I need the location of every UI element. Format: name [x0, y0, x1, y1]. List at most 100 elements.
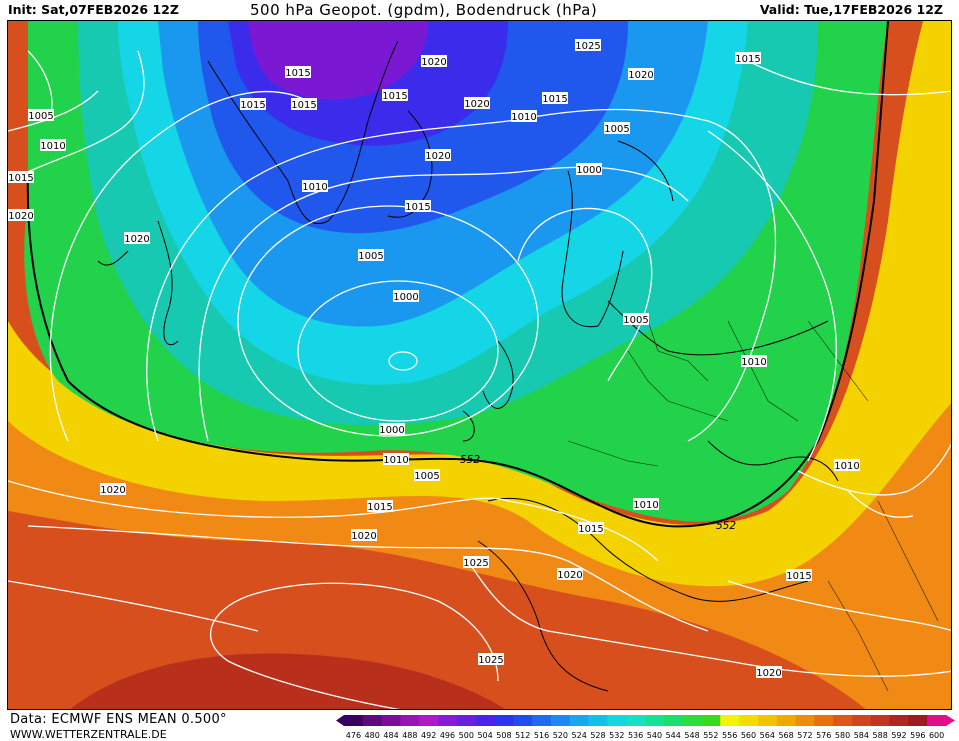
colorbar-tick-label: 560	[741, 731, 756, 740]
pressure-label: 1020	[628, 70, 653, 81]
contour-552-label-2: 552	[716, 520, 736, 532]
colorbar-tick-label: 540	[647, 731, 662, 740]
field-yellow	[8, 21, 951, 587]
colorbar-swatch	[550, 715, 571, 726]
colorbar-tick-label: 548	[684, 731, 699, 740]
colorbar-swatch	[776, 715, 796, 726]
pressure-label: 1015	[405, 202, 430, 213]
pressure-label-bg	[511, 110, 537, 122]
colorbar-tick-label: 508	[496, 731, 511, 740]
colorbar-tick-label: 528	[590, 731, 605, 740]
pressure-label-bg	[414, 469, 440, 481]
colorbar-swatch	[588, 715, 608, 726]
colorbar-tick-label: 524	[572, 731, 587, 740]
pressure-label: 1020	[557, 570, 582, 581]
colorbar-tick-label: 520	[553, 731, 568, 740]
pressure-label-bg	[425, 149, 451, 161]
colorbar-swatch	[795, 715, 815, 726]
contour-552	[26, 21, 889, 528]
pressure-label-bg	[464, 97, 490, 109]
colorbar-swatch	[739, 715, 759, 726]
pressure-label: 1000	[379, 425, 404, 436]
pressure-label: 1005	[604, 124, 629, 135]
pressure-label-bg	[40, 139, 66, 151]
pressure-label: 1020	[464, 99, 489, 110]
colorbar-ticks: 476 480 484 488 492 496 500 504 508 512 516 520 524 5…	[346, 731, 944, 740]
colorbar-tick-label: 488	[402, 731, 417, 740]
pressure-label-bg	[8, 209, 34, 221]
pressure-label-bg	[358, 249, 384, 261]
colorbar-swatch	[362, 715, 383, 726]
pressure-label: 1005	[623, 315, 648, 326]
colorbar-tick-label: 480	[365, 731, 380, 740]
map-svg: 552 552	[8, 21, 951, 709]
pressure-label: 1000	[393, 292, 418, 303]
pressure-label-bg	[405, 200, 431, 212]
pressure-label-bg	[367, 500, 393, 512]
pressure-label: 1010	[511, 112, 536, 123]
colorbar-tick-label: 544	[666, 731, 681, 740]
pressure-label-bg	[756, 666, 782, 678]
weather-map: 552 552	[7, 20, 952, 710]
colorbar-tick-label: 588	[873, 731, 888, 740]
pressure-label: 1020	[425, 151, 450, 162]
colorbar-tick-label: 600	[929, 731, 944, 740]
pressure-label-bg	[735, 52, 761, 64]
pressure-label: 1010	[741, 357, 766, 368]
pressure-label: 1020	[421, 57, 446, 68]
pressure-label-bg	[240, 98, 266, 110]
pressure-label: 1020	[351, 531, 376, 542]
init-time: Init: Sat,07FEB2026 12Z	[8, 2, 179, 17]
valid-time: Valid: Tue,17FEB2026 12Z	[759, 2, 943, 17]
pressure-label: 1015	[367, 502, 392, 513]
pressure-label: 1010	[633, 500, 658, 511]
pressure-label-bg	[382, 89, 408, 101]
colorbar-tick-label: 484	[383, 731, 398, 740]
colorbar-tick-label: 492	[421, 731, 436, 740]
pressure-label-bg	[786, 569, 812, 581]
pressure-label-bg	[124, 232, 150, 244]
pressure-label: 1000	[576, 165, 601, 176]
colorbar-left-arrow	[336, 715, 344, 726]
pressure-label: 1025	[463, 558, 488, 569]
colorbar-swatches	[336, 715, 955, 726]
pressure-label: 1020	[756, 668, 781, 679]
colorbar-tick-label: 496	[440, 731, 455, 740]
pressure-label: 1010	[40, 141, 65, 152]
colorbar-swatch	[419, 715, 439, 726]
pressure-label: 1005	[28, 111, 53, 122]
pressure-label: 1015	[382, 91, 407, 102]
pressure-label: 1015	[542, 94, 567, 105]
colorbar-tick-label: 532	[609, 731, 624, 740]
colorbar-tick-label: 564	[760, 731, 775, 740]
pressure-label: 1005	[358, 251, 383, 262]
coastlines	[97, 40, 839, 692]
pressure-label-bg	[421, 55, 447, 67]
pressure-label-bg	[393, 290, 419, 302]
pressure-label-bg	[604, 122, 630, 134]
colorbar-tick-label: 592	[891, 731, 906, 740]
pressure-label-bg	[285, 66, 311, 78]
colorbar-swatch	[569, 715, 590, 726]
colorbar-tick-label: 596	[910, 731, 925, 740]
colorbar-swatch	[870, 715, 891, 726]
pressure-label: 1025	[575, 41, 600, 52]
pressure-label-bg	[379, 423, 405, 435]
pressure-label-bg	[542, 92, 568, 104]
colorbar-swatch	[344, 715, 364, 726]
colorbar-right-arrow	[946, 715, 955, 726]
colorbar-swatch	[908, 715, 928, 726]
pressure-label: 1015	[735, 54, 760, 65]
pressure-label-bg	[28, 109, 54, 121]
colorbar-tick-label: 476	[346, 731, 361, 740]
colorbar-swatch	[663, 715, 684, 726]
pressure-label: 1015	[291, 100, 316, 111]
field-darkred	[70, 653, 505, 709]
pressure-label-bg	[302, 180, 328, 192]
colorbar-swatch	[851, 715, 872, 726]
colorbar-tick-label: 568	[778, 731, 793, 740]
colorbar-swatch	[381, 715, 401, 726]
pressure-label-bg	[623, 313, 649, 325]
colorbar-swatch	[814, 715, 834, 726]
colorbar-tick-label: 584	[854, 731, 869, 740]
